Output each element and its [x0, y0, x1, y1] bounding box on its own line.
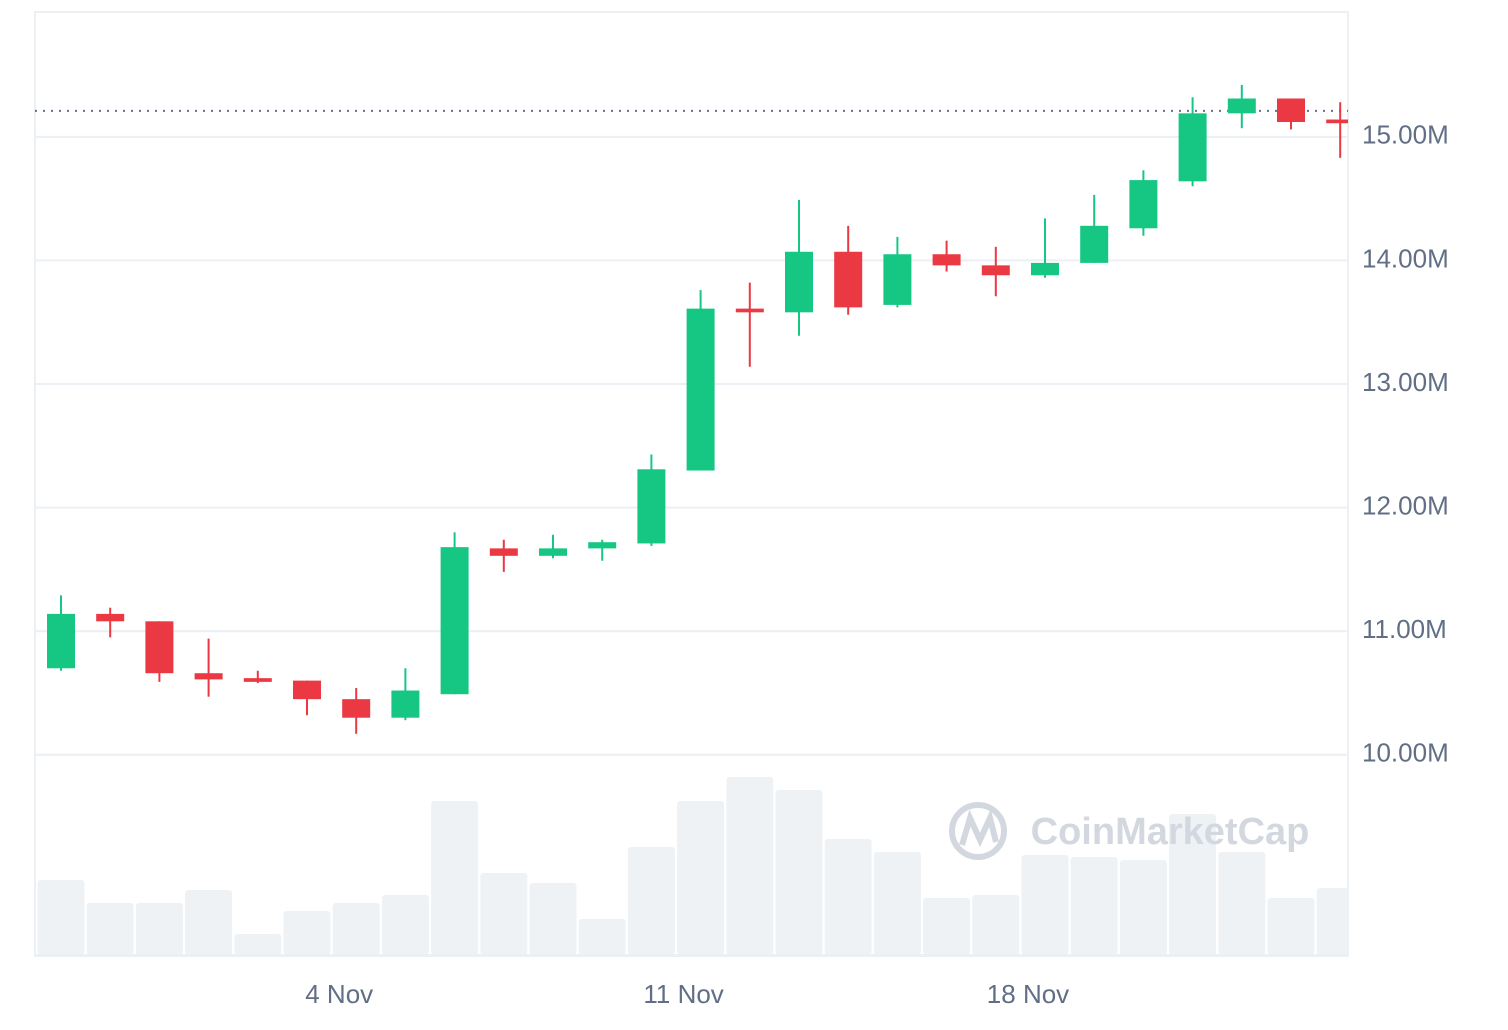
volume-bar: [1169, 814, 1217, 955]
y-tick-label: 13.00M: [1362, 367, 1449, 397]
volume-bar: [234, 934, 282, 955]
plot-frame: [34, 11, 1349, 957]
volume-bar: [677, 801, 725, 955]
candle-body: [342, 699, 371, 718]
volume-bar: [1119, 860, 1167, 955]
volume-bar: [1267, 898, 1315, 955]
candle-body: [47, 613, 75, 669]
candle-body: [539, 548, 567, 556]
volume-bar: [431, 801, 479, 955]
candle-body: [243, 678, 272, 682]
volume-bar: [283, 911, 331, 955]
y-tick-label: 11.00M: [1362, 614, 1447, 644]
volume-bar: [529, 883, 577, 955]
volume-bar: [135, 903, 183, 955]
grid-layer: [35, 109, 1348, 756]
candle-body: [1277, 98, 1305, 122]
volume-bar: [775, 790, 823, 955]
volume-bar: [726, 777, 774, 955]
candle-body: [686, 308, 715, 471]
candle-body: [391, 690, 420, 718]
volume-bar: [1218, 852, 1266, 955]
candle-body: [735, 308, 764, 313]
x-tick-label: 11 Nov: [643, 979, 723, 1009]
candle-body: [293, 680, 321, 700]
candle-body: [145, 621, 174, 674]
watermark-logo: [949, 802, 1007, 860]
volume-bar: [1316, 888, 1348, 955]
x-tick-label: 4 Nov: [305, 979, 373, 1009]
candle-body: [1080, 225, 1109, 263]
x-tick-label: 18 Nov: [987, 979, 1069, 1009]
candle-body: [932, 254, 961, 266]
candle-body: [1031, 262, 1059, 276]
volume-bar: [873, 852, 921, 955]
candle-body: [588, 542, 617, 549]
candle-body: [1227, 98, 1256, 114]
y-tick-label: 12.00M: [1362, 490, 1449, 520]
volume-bar: [1070, 857, 1118, 955]
candle-body: [834, 251, 863, 308]
candle-layer: [47, 84, 1348, 734]
volume-bar: [480, 873, 528, 955]
candle-body: [1129, 180, 1158, 229]
volume-bar: [923, 898, 971, 955]
volume-bar: [332, 903, 380, 955]
watermark: CoinMarketCap: [1031, 811, 1310, 853]
volume-bar: [824, 839, 872, 955]
candle-body: [440, 547, 469, 695]
candle-body: [96, 613, 125, 622]
candle-body: [637, 469, 666, 544]
y-tick-label: 14.00M: [1362, 243, 1449, 273]
candle-body: [489, 548, 518, 556]
volume-bar: [1021, 855, 1069, 955]
volume-bar: [37, 880, 85, 955]
candle-body: [1178, 113, 1207, 182]
candle-body: [194, 673, 223, 680]
volume-bar: [972, 895, 1020, 955]
y-tick-label: 10.00M: [1362, 738, 1449, 768]
volume-bar: [578, 919, 626, 955]
candle-body: [785, 251, 813, 313]
volume-bar: [381, 895, 429, 955]
volume-bar: [86, 903, 134, 955]
volume-bar: [627, 847, 675, 955]
candle-body: [981, 265, 1010, 276]
y-tick-label: 15.00M: [1362, 120, 1449, 150]
volume-bar: [185, 890, 233, 955]
volume-layer: [37, 777, 1348, 955]
candle-body: [883, 254, 912, 305]
candle-body: [1326, 119, 1348, 124]
